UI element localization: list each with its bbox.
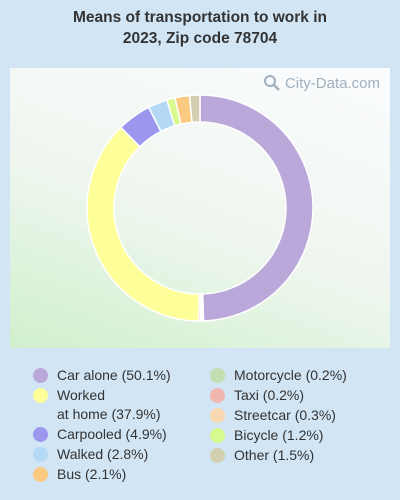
legend-label: Other (1.5%): [234, 447, 315, 463]
legend-item-walked: Walked (2.8%): [33, 445, 208, 464]
watermark: City-Data.com: [263, 74, 380, 92]
plot-area: City-Data.com: [10, 68, 390, 348]
legend-swatch: [33, 368, 48, 383]
legend-swatch: [33, 427, 48, 442]
legend-item-bicycle: Bicycle (1.2%): [210, 426, 395, 445]
legend-label: Streetcar (0.3%): [234, 407, 336, 423]
legend-item-motorcycle: Motorcycle (0.2%): [210, 366, 395, 385]
legend-item-carpooled: Carpooled (4.9%): [33, 425, 208, 444]
legend-left: Car alone (50.1%) Worked at home (37.9%) C…: [33, 366, 208, 485]
chart-title-line2: 2023, Zip code 78704: [122, 30, 278, 47]
legend-right: Motorcycle (0.2%) Taxi (0.2%) Streetcar (0…: [210, 366, 395, 466]
legend-label: Worked at home (37.9%): [57, 387, 161, 422]
slice-other: [188, 94, 201, 124]
legend-swatch: [210, 408, 225, 423]
magnifier-icon: [263, 75, 280, 91]
legend-swatch: [210, 368, 225, 383]
legend-swatch: [33, 467, 48, 482]
chart-title: Means of transportation to work in 2023,…: [0, 7, 400, 49]
legend-label: Bicycle (1.2%): [234, 427, 324, 443]
legend-swatch: [33, 388, 48, 403]
legend-item-car-alone: Car alone (50.1%): [33, 366, 208, 385]
legend-swatch: [33, 447, 48, 462]
donut-chart: [86, 94, 314, 322]
legend-label: Bus (2.1%): [57, 466, 127, 482]
legend-label: Walked (2.8%): [57, 446, 149, 462]
legend-swatch: [210, 448, 225, 463]
legend-label: Taxi (0.2%): [234, 387, 305, 403]
legend-label: Carpooled (4.9%): [57, 426, 167, 442]
legend-swatch: [210, 428, 225, 443]
legend-label: Motorcycle (0.2%): [234, 367, 347, 383]
legend-swatch: [210, 388, 225, 403]
slice-worked-at-home: [86, 126, 200, 322]
watermark-text: City-Data.com: [284, 74, 380, 92]
legend-item-bus: Bus (2.1%): [33, 465, 208, 484]
legend-label: Car alone (50.1%): [57, 367, 171, 383]
chart-title-line1: Means of transportation to work in: [72, 9, 328, 26]
legend-item-worked-at-home: Worked at home (37.9%): [33, 386, 208, 424]
legend-item-streetcar: Streetcar (0.3%): [210, 406, 395, 425]
legend-item-taxi: Taxi (0.2%): [210, 386, 395, 405]
legend-item-other: Other (1.5%): [210, 446, 395, 465]
slice-car-alone: [199, 94, 314, 322]
